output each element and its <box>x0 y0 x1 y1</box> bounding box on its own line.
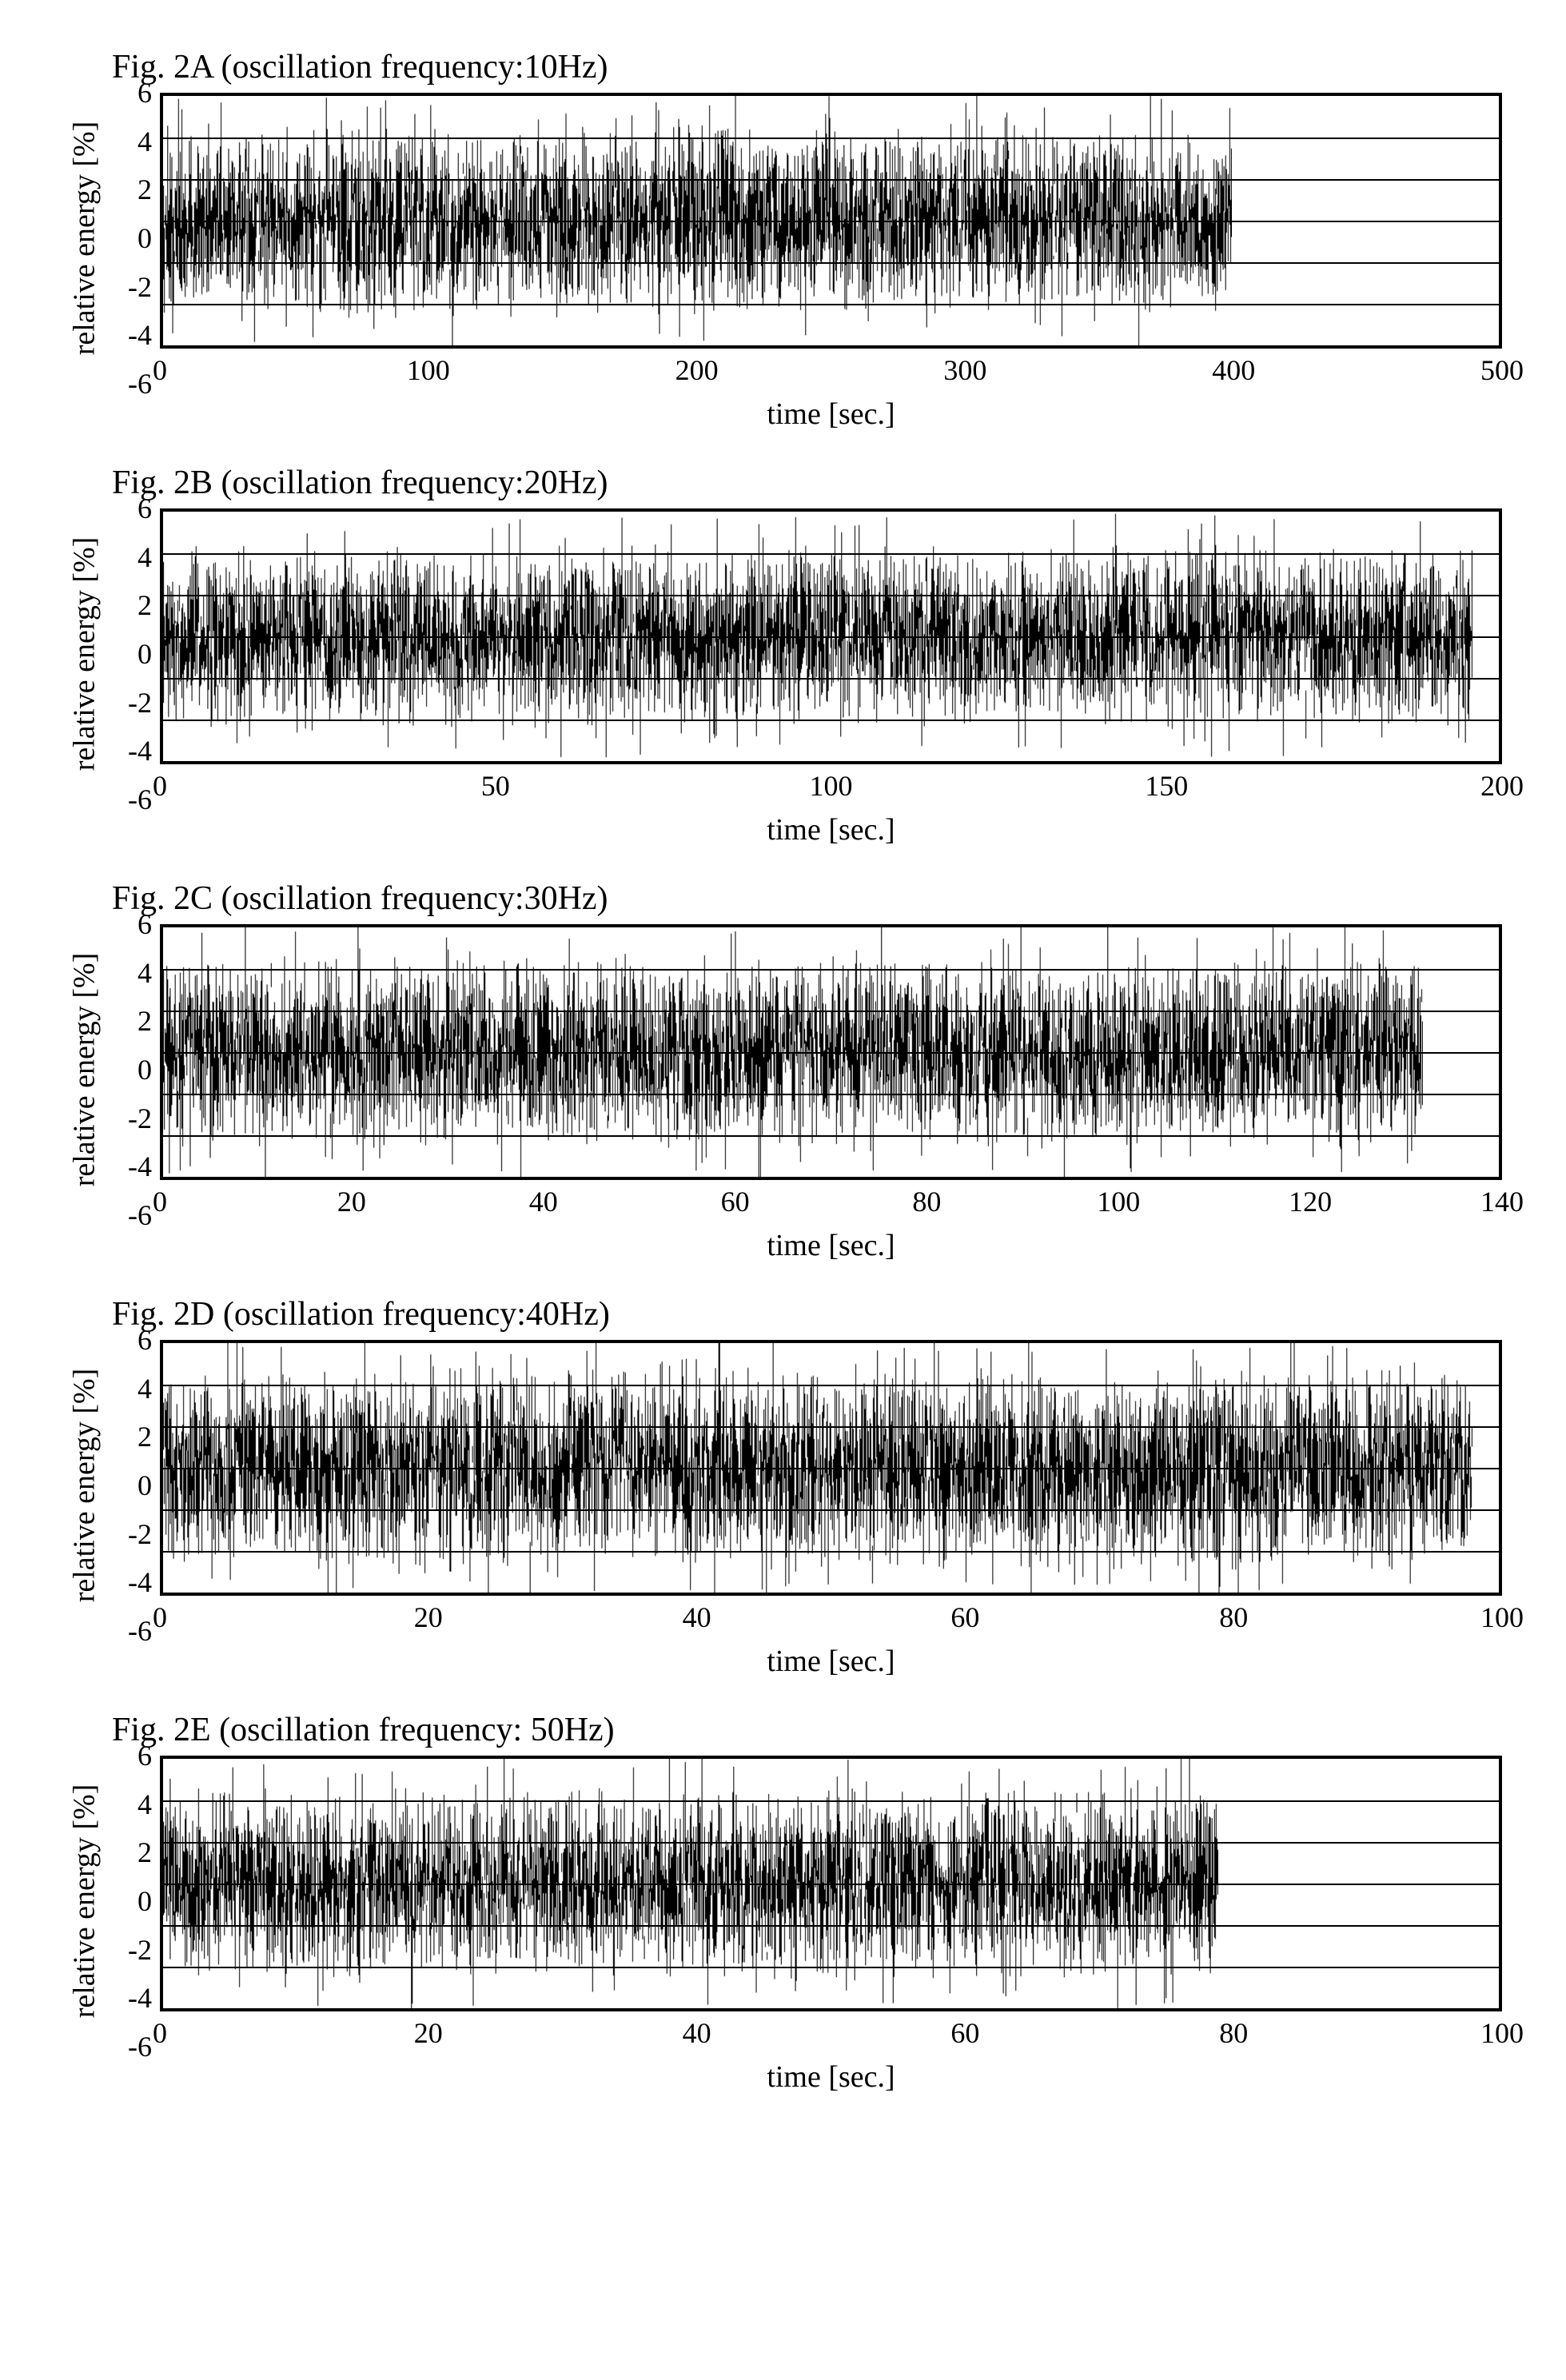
chart-panel-C: Fig. 2C (oscillation frequency:30Hz) rela… <box>64 879 1502 1263</box>
xtick: 120 <box>1289 1185 1332 1218</box>
xticks-row: 020406080100120140 <box>160 1185 1502 1225</box>
signal-trace <box>163 96 1232 345</box>
ylabel: relative energy [%] <box>66 953 102 1187</box>
chart-wrap: relative energy [%]6420-2-4-602040608010… <box>64 1340 1502 1679</box>
xtick: 80 <box>1219 1601 1248 1634</box>
ylabel: relative energy [%] <box>66 1784 102 2019</box>
xtick: 80 <box>912 1185 941 1218</box>
plot-col: 050100150200time [sec.] <box>160 508 1502 847</box>
ylabel-col: relative energy [%] <box>64 93 104 432</box>
xtick: 20 <box>414 1601 443 1634</box>
ylabel-col: relative energy [%] <box>64 508 104 847</box>
plot-area <box>160 508 1502 764</box>
ylabel: relative energy [%] <box>66 537 102 771</box>
plot-area <box>160 1756 1502 2011</box>
xtick: 0 <box>153 1185 167 1218</box>
ylabel-col: relative energy [%] <box>64 924 104 1263</box>
ylabel: relative energy [%] <box>66 1369 102 1603</box>
chart-wrap: relative energy [%]6420-2-4-605010015020… <box>64 508 1502 847</box>
xtick: 400 <box>1212 353 1255 387</box>
xtick: 0 <box>153 353 167 387</box>
plot-area <box>160 93 1502 349</box>
chart-wrap: relative energy [%]6420-2-4-60 100 200 300 4… <box>64 93 1502 432</box>
xlabel: time [sec.] <box>160 2059 1502 2095</box>
panel-title: Fig. 2B (oscillation frequency:20Hz) <box>64 464 1502 502</box>
xlabel: time [sec.] <box>160 397 1502 432</box>
ylabel-col: relative energy [%] <box>64 1340 104 1679</box>
xtick: 200 <box>675 353 719 387</box>
chart-wrap: relative energy [%]6420-2-4-602040608010… <box>64 1756 1502 2095</box>
xtick: 200 <box>1480 769 1524 803</box>
plot-col: 020406080100120140time [sec.] <box>160 924 1502 1263</box>
plot-area <box>160 924 1502 1180</box>
chart-panel-A: Fig. 2A (oscillation frequency:10Hz) rela… <box>64 48 1502 432</box>
xtick: 150 <box>1145 769 1188 803</box>
yticks-col: 6420-2-4-6 <box>104 924 160 1263</box>
plot-area <box>160 1340 1502 1596</box>
xlabel: time [sec.] <box>160 1228 1502 1263</box>
plot-col: 020406080100time [sec.] <box>160 1756 1502 2095</box>
xticks-row: 020406080100 <box>160 2016 1502 2056</box>
yticks-col: 6420-2-4-6 <box>104 1340 160 1679</box>
xticks-row: 020406080100 <box>160 1601 1502 1640</box>
signal-trace <box>163 512 1472 761</box>
figure-container: Fig. 2A (oscillation frequency:10Hz) rela… <box>64 48 1502 2095</box>
signal-trace <box>163 1759 1218 2008</box>
xtick: 0 <box>153 2016 167 2050</box>
xlabel: time [sec.] <box>160 1644 1502 1679</box>
xtick: 500 <box>1480 353 1524 387</box>
plot-col: 0100200300400500time [sec.] <box>160 93 1502 432</box>
xtick: 20 <box>414 2016 443 2050</box>
xtick: 100 <box>1097 1185 1140 1218</box>
chart-wrap: relative energy [%]6420-2-4-60 20 40 60 80 10… <box>64 924 1502 1263</box>
xtick: 50 <box>481 769 510 803</box>
xtick: 40 <box>683 2016 711 2050</box>
xtick: 0 <box>153 769 167 803</box>
xticks-row: 0100200300400500 <box>160 353 1502 393</box>
yticks-col: 6420-2-4-6 <box>104 1756 160 2095</box>
xtick: 0 <box>153 1601 167 1634</box>
panel-title: Fig. 2C (oscillation frequency:30Hz) <box>64 879 1502 918</box>
xlabel: time [sec.] <box>160 812 1502 847</box>
xtick: 300 <box>943 353 986 387</box>
signal-trace <box>163 927 1423 1177</box>
xtick: 60 <box>950 2016 979 2050</box>
xtick: 40 <box>683 1601 711 1634</box>
xtick: 60 <box>721 1185 750 1218</box>
chart-panel-B: Fig. 2B (oscillation frequency:20Hz) rela… <box>64 464 1502 847</box>
chart-panel-D: Fig. 2D (oscillation frequency:40Hz) rela… <box>64 1295 1502 1679</box>
xtick: 100 <box>407 353 450 387</box>
xtick: 100 <box>810 769 853 803</box>
xtick: 100 <box>1480 2016 1524 2050</box>
ylabel: relative energy [%] <box>66 122 102 356</box>
yticks-col: 6420-2-4-6 <box>104 508 160 847</box>
xticks-row: 050100150200 <box>160 769 1502 809</box>
xtick: 60 <box>950 1601 979 1634</box>
panel-title: Fig. 2D (oscillation frequency:40Hz) <box>64 1295 1502 1334</box>
ylabel-col: relative energy [%] <box>64 1756 104 2095</box>
xtick: 100 <box>1480 1601 1524 1634</box>
panel-title: Fig. 2E (oscillation frequency: 50Hz) <box>64 1711 1502 1749</box>
chart-panel-E: Fig. 2E (oscillation frequency: 50Hz) rel… <box>64 1711 1502 2095</box>
plot-col: 020406080100time [sec.] <box>160 1340 1502 1679</box>
xtick: 140 <box>1480 1185 1524 1218</box>
signal-trace <box>163 1343 1472 1593</box>
xtick: 40 <box>529 1185 558 1218</box>
xtick: 80 <box>1219 2016 1248 2050</box>
xtick: 20 <box>337 1185 366 1218</box>
yticks-col: 6420-2-4-6 <box>104 93 160 432</box>
panel-title: Fig. 2A (oscillation frequency:10Hz) <box>64 48 1502 86</box>
